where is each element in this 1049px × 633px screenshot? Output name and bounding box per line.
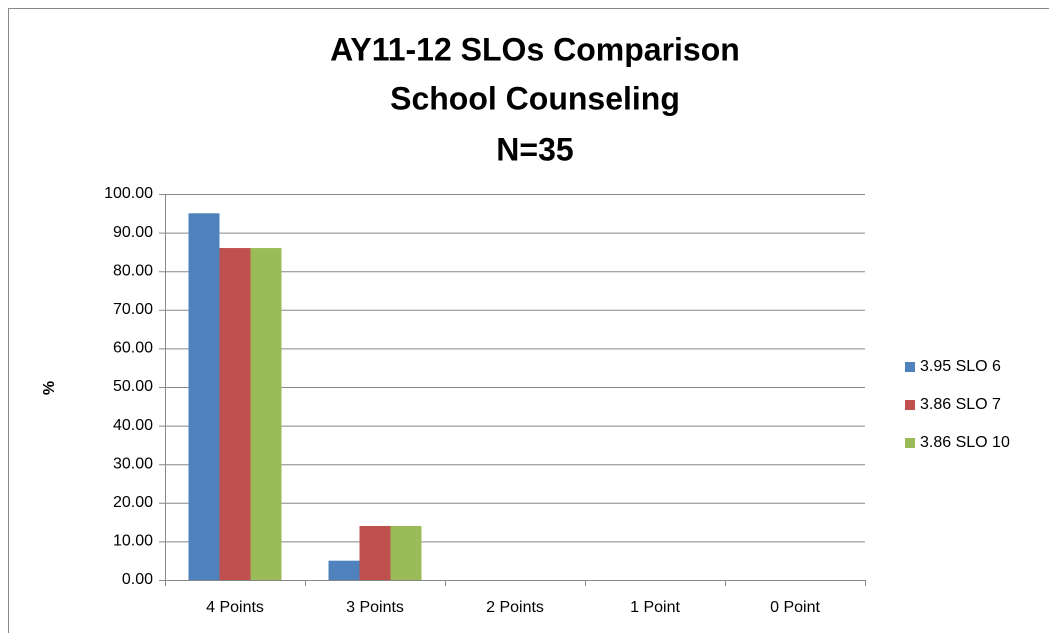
y-tick-label: 90.00: [113, 224, 153, 241]
legend-label: 3.86 SLO 7: [920, 396, 1001, 413]
y-tick-label: 10.00: [113, 533, 153, 550]
x-tick-label: 3 Points: [346, 599, 404, 616]
y-tick-label: 70.00: [113, 301, 153, 318]
x-tick-label: 4 Points: [206, 599, 264, 616]
x-tick-label: 2 Points: [486, 599, 544, 616]
y-tick-label: 80.00: [113, 262, 153, 279]
bar: [328, 560, 360, 580]
legend-label: 3.86 SLO 10: [920, 434, 1010, 451]
y-tick-label: 30.00: [113, 455, 153, 472]
bar: [188, 213, 220, 581]
bar: [250, 248, 282, 581]
y-tick-label: 60.00: [113, 340, 153, 357]
bar: [359, 525, 391, 580]
y-tick-label: 20.00: [113, 494, 153, 511]
x-tick-label: 1 Point: [630, 599, 680, 616]
y-tick-label: 100.00: [104, 185, 153, 202]
chart-title: AY11-12 SLOs Comparison: [330, 31, 740, 67]
y-tick-label: 0.00: [122, 571, 153, 588]
x-tick-label: 0 Point: [770, 599, 820, 616]
y-tick-label: 40.00: [113, 417, 153, 434]
bar: [219, 248, 251, 581]
y-axis-label: %: [41, 381, 58, 395]
y-tick-label: 50.00: [113, 378, 153, 395]
chart-border: [8, 8, 1049, 633]
bar: [390, 525, 422, 580]
legend-swatch: [905, 438, 915, 448]
legend-swatch: [905, 362, 915, 372]
legend-swatch: [905, 400, 915, 410]
legend-label: 3.95 SLO 6: [920, 358, 1001, 375]
chart-title: N=35: [496, 131, 573, 167]
chart-title: School Counseling: [390, 80, 680, 116]
